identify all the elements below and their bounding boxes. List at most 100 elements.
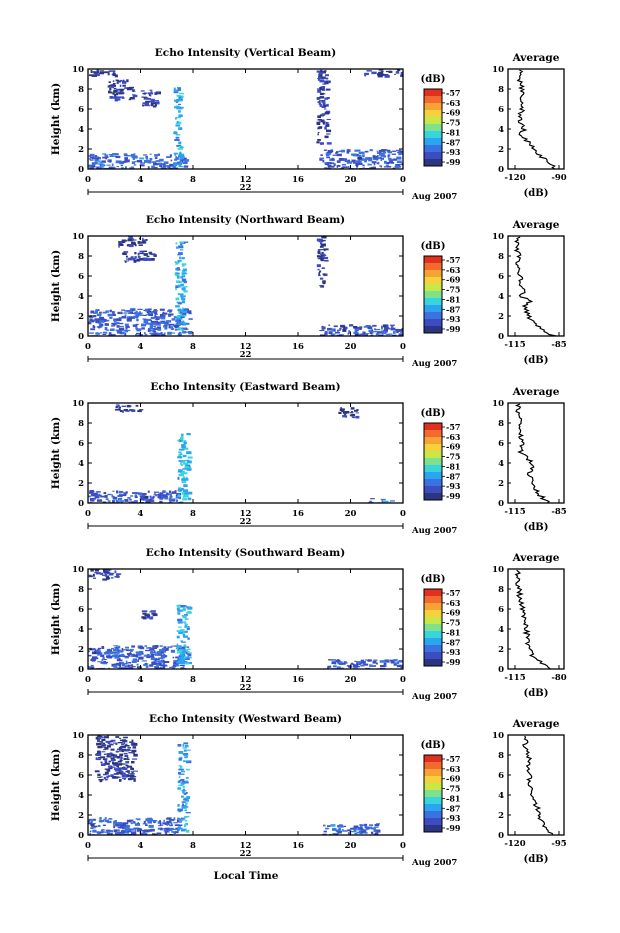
echo-cell xyxy=(115,646,118,649)
echo-cell xyxy=(372,166,376,169)
echo-cell xyxy=(166,165,170,168)
echo-cell xyxy=(183,440,187,443)
echo-cell xyxy=(383,327,387,331)
echo-cell xyxy=(319,256,324,259)
echo-cell xyxy=(375,829,381,832)
colorbar-tick-label: -93 xyxy=(446,481,461,491)
echo-cell xyxy=(114,74,118,78)
echo-cell xyxy=(114,96,118,99)
echo-cell xyxy=(116,776,121,778)
echo-cell xyxy=(180,440,184,442)
echo-cell xyxy=(115,92,119,96)
echo-cell xyxy=(328,331,333,335)
echo-cell xyxy=(182,272,188,275)
colorbar-swatch xyxy=(424,472,442,480)
echo-cell xyxy=(317,250,321,253)
colorbar-frame xyxy=(423,422,443,501)
echo-cell xyxy=(89,321,94,323)
echo-cell xyxy=(119,661,125,665)
echo-cell xyxy=(155,101,160,105)
echo-cell xyxy=(369,500,372,503)
echo-cell xyxy=(372,661,377,664)
echo-cell xyxy=(392,158,397,161)
echo-cell xyxy=(126,79,129,83)
echo-cell xyxy=(158,651,164,654)
echo-cell xyxy=(347,832,352,835)
echo-cell xyxy=(112,500,115,503)
echo-cell xyxy=(92,656,98,660)
echo-cell xyxy=(177,827,183,830)
echo-cell xyxy=(90,70,93,73)
echo-cell xyxy=(144,308,150,312)
echo-cell xyxy=(106,649,112,653)
panel-westward-beam: Echo Intensity (Westward Beam)0246810Hei… xyxy=(50,713,567,868)
echo-cell xyxy=(115,79,118,82)
echo-cell xyxy=(128,237,133,239)
echo-cell xyxy=(156,651,161,653)
echo-cell xyxy=(326,121,329,124)
avg-y-tick-label: 6 xyxy=(498,771,504,781)
echo-cell xyxy=(134,161,137,163)
echo-cell xyxy=(110,96,116,99)
echo-cell xyxy=(144,614,149,617)
echo-cell xyxy=(94,318,100,321)
echo-cell xyxy=(349,830,352,832)
echo-cell xyxy=(96,156,99,160)
echo-cell xyxy=(152,161,157,163)
echo-cell xyxy=(142,616,147,620)
echo-cell xyxy=(129,819,134,822)
echo-cell xyxy=(325,74,329,77)
echo-cell xyxy=(359,326,363,329)
echo-cell xyxy=(100,756,106,759)
echo-cell xyxy=(117,98,121,101)
echo-cell xyxy=(118,317,124,319)
echo-cell xyxy=(320,242,322,245)
echo-cell xyxy=(174,99,180,102)
echo-cell xyxy=(178,784,184,787)
echo-cell xyxy=(141,328,144,330)
echo-cell xyxy=(159,308,165,311)
echo-cell xyxy=(131,409,136,412)
echo-cell xyxy=(380,70,384,72)
colorbar-swatch xyxy=(424,138,442,146)
echo-field xyxy=(88,236,403,336)
echo-cell xyxy=(175,134,181,136)
echo-cell xyxy=(132,257,136,261)
echo-cell xyxy=(167,830,173,831)
echo-cell xyxy=(154,667,160,669)
echo-cell xyxy=(134,259,137,263)
panel-title: Echo Intensity (Eastward Beam) xyxy=(150,381,340,393)
echo-cell xyxy=(324,81,328,84)
echo-cell xyxy=(111,577,114,579)
echo-cell xyxy=(154,157,158,159)
echo-cell xyxy=(106,769,111,772)
echo-cell xyxy=(321,119,325,123)
echo-cell xyxy=(110,833,113,835)
echo-cell xyxy=(342,411,347,414)
echo-cell xyxy=(175,137,180,139)
echo-cell xyxy=(179,773,185,775)
average-unit: (dB) xyxy=(524,188,549,199)
echo-cell xyxy=(120,770,124,774)
echo-cell xyxy=(134,256,137,259)
echo-cell xyxy=(92,651,98,655)
echo-cell xyxy=(175,105,180,107)
echo-cell xyxy=(136,328,141,332)
echo-cell xyxy=(372,324,377,327)
echo-cell xyxy=(145,665,149,668)
echo-cell xyxy=(187,492,190,494)
echo-cell xyxy=(162,661,167,663)
echo-cell xyxy=(362,154,365,158)
echo-cell xyxy=(318,71,324,74)
colorbar-tick-label: -87 xyxy=(446,471,460,481)
echo-cell xyxy=(375,823,381,825)
echo-cell xyxy=(127,405,132,407)
avg-y-tick-label: 6 xyxy=(498,105,504,115)
echo-cell xyxy=(155,664,160,666)
avg-x-tick-label: -85 xyxy=(551,340,566,350)
echo-cell xyxy=(95,758,102,761)
colorbar-swatch xyxy=(424,145,442,153)
echo-cell xyxy=(97,652,102,656)
echo-cell xyxy=(401,162,403,166)
colorbar-swatch xyxy=(424,124,442,132)
